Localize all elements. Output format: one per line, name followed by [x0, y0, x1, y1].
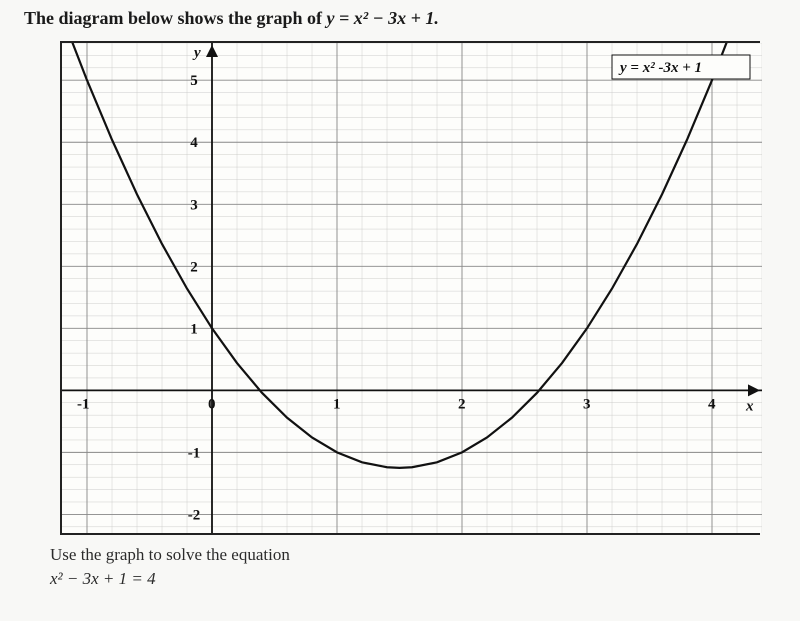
svg-text:y = x² -3x + 1: y = x² -3x + 1 [618, 60, 702, 76]
svg-text:1: 1 [333, 396, 341, 412]
parabola-chart: -1 0 1 2 3 4 -2 -1 1 2 3 4 5 y x y = x² -3x + 1 [62, 43, 762, 533]
svg-text:4: 4 [190, 135, 198, 151]
svg-text:2: 2 [190, 259, 198, 275]
svg-text:1: 1 [190, 321, 198, 337]
svg-text:-2: -2 [188, 507, 201, 523]
svg-text:-1: -1 [77, 396, 90, 412]
svg-text:2: 2 [458, 396, 466, 412]
title-equation: y = x² − 3x + 1. [327, 8, 439, 28]
page-title: The diagram below shows the graph of y =… [24, 8, 780, 29]
graph-container: -1 0 1 2 3 4 -2 -1 1 2 3 4 5 y x y = x² -3x + 1 [60, 41, 760, 535]
svg-text:x: x [745, 398, 754, 414]
svg-text:3: 3 [190, 197, 198, 213]
footer-equation: x² − 3x + 1 = 4 [50, 567, 780, 591]
svg-text:4: 4 [708, 396, 716, 412]
svg-text:3: 3 [583, 396, 591, 412]
footer-line1: Use the graph to solve the equation [50, 543, 780, 567]
svg-text:5: 5 [190, 73, 198, 89]
svg-text:0: 0 [208, 396, 216, 412]
svg-text:-1: -1 [188, 445, 201, 461]
svg-text:y: y [192, 45, 201, 61]
footer-text: Use the graph to solve the equation x² −… [50, 543, 780, 591]
title-prefix: The diagram below shows the graph of [24, 8, 327, 28]
